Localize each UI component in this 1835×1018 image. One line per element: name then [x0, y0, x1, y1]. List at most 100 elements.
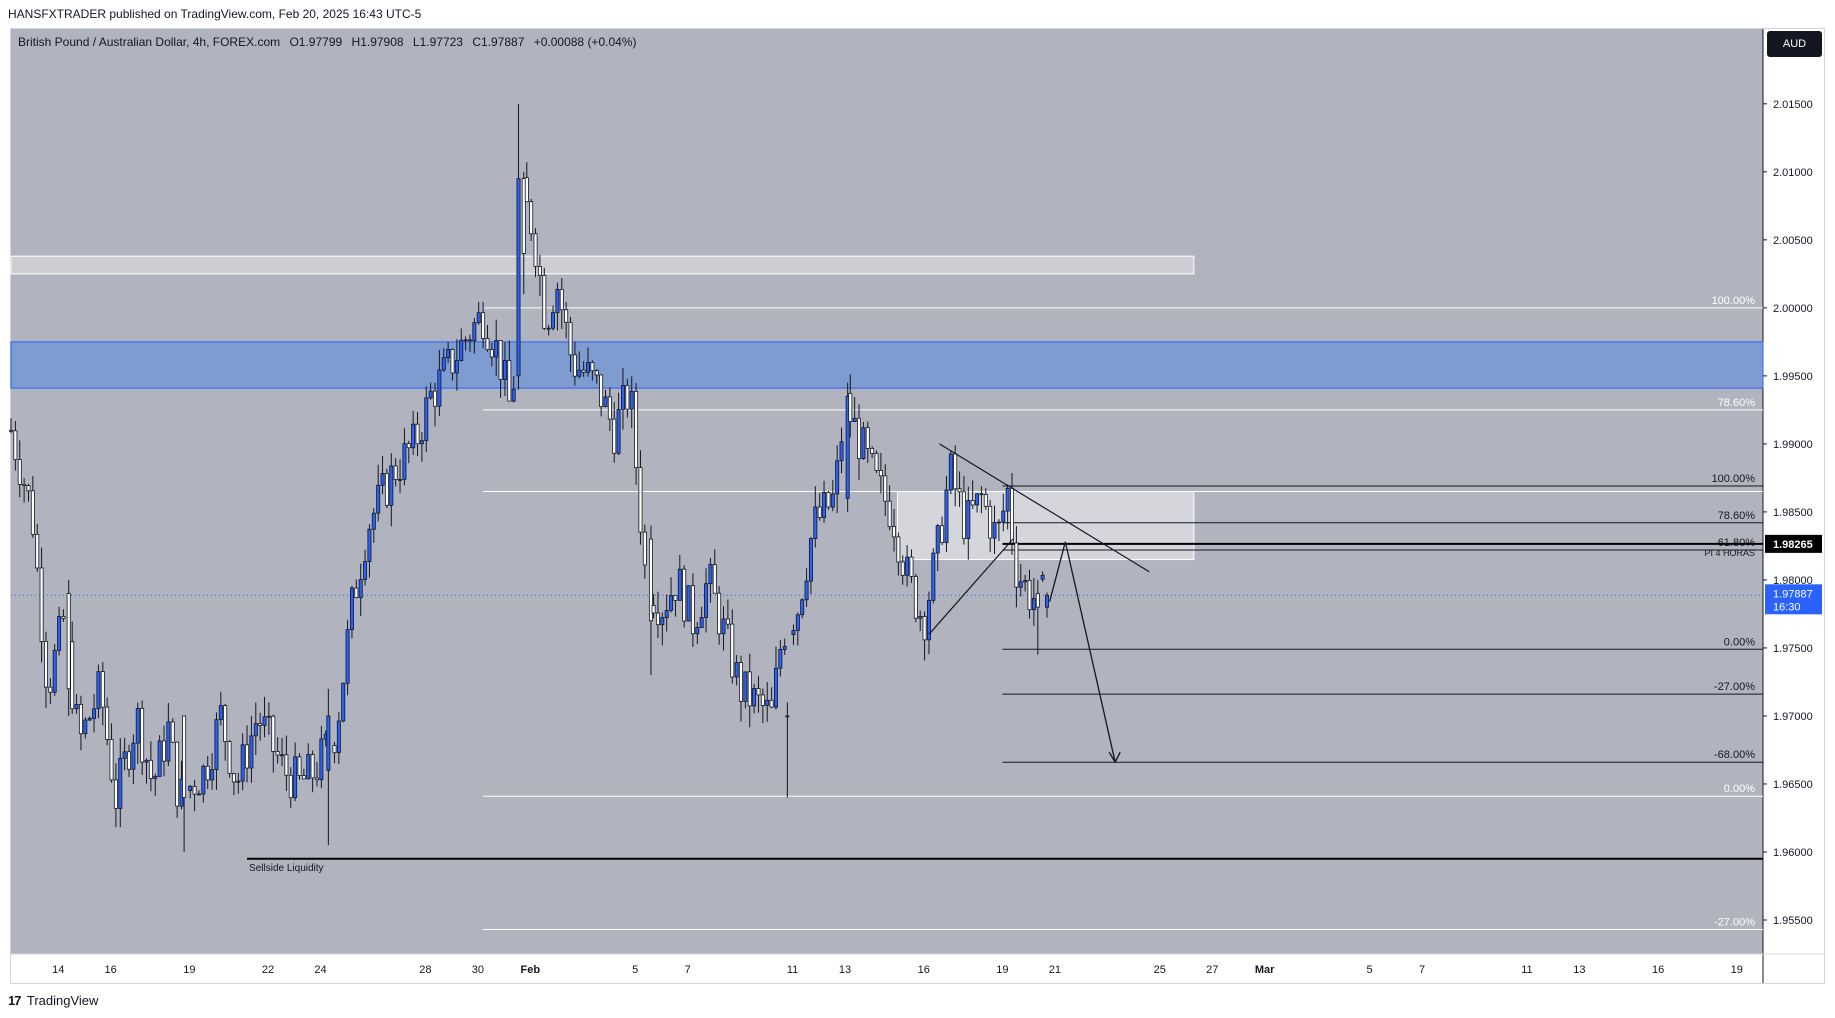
candle-body [118, 757, 123, 809]
candle-body [249, 735, 254, 769]
candle [459, 328, 464, 362]
candle [979, 486, 984, 514]
candle [109, 723, 114, 783]
fib-level-label: 0.00% [1724, 783, 1755, 795]
candle-body [9, 429, 13, 432]
candle-body [966, 500, 971, 540]
candle-body [210, 769, 215, 781]
candle-body [918, 616, 923, 619]
candle-body [572, 354, 577, 377]
candle [756, 676, 761, 713]
candle [1045, 592, 1049, 618]
candle [157, 735, 162, 777]
candle [384, 468, 389, 509]
candle-body [577, 369, 582, 377]
x-tick-label: 19 [183, 964, 195, 976]
candle [695, 622, 700, 645]
candle [271, 714, 276, 773]
x-tick-label: 19 [1731, 964, 1743, 976]
candle [721, 606, 726, 651]
candle [1005, 484, 1010, 530]
x-tick-label: 19 [996, 964, 1008, 976]
candle-body [494, 340, 499, 358]
candle [521, 171, 526, 295]
candle [900, 555, 905, 585]
candle-body [157, 740, 162, 777]
candle-body [870, 448, 875, 454]
candle-body [878, 470, 883, 477]
sellside-liquidity-label: Sellside Liquidity [249, 863, 324, 874]
candle [642, 524, 647, 579]
candle-body [354, 587, 359, 599]
candle-body [507, 360, 512, 402]
candle-body [363, 561, 368, 580]
candle-body [546, 327, 551, 330]
candle [450, 348, 455, 381]
triangle-lower-line [928, 538, 1014, 635]
candle [686, 585, 691, 622]
candle [857, 404, 861, 480]
candle [887, 485, 892, 531]
candle [966, 486, 971, 560]
candle-body [297, 756, 302, 776]
candle-body [690, 585, 695, 635]
candle [52, 644, 57, 696]
currency-button[interactable]: AUD [1767, 31, 1822, 57]
candle [166, 702, 171, 767]
candle-body [253, 723, 258, 737]
countdown-label-text: 16:30 [1773, 601, 1801, 613]
candle-body [686, 585, 691, 622]
x-tick-label: 5 [632, 964, 638, 976]
symbol-title: British Pound / Australian Dollar, 4h, F… [18, 35, 281, 49]
candle-body [848, 392, 853, 423]
candle-body [743, 671, 748, 702]
candle-body [468, 339, 472, 342]
candle [883, 464, 888, 516]
candle [35, 523, 40, 572]
candle-body [721, 618, 726, 635]
candle [245, 725, 250, 783]
x-tick-label: 21 [1049, 964, 1061, 976]
candle-body [734, 662, 739, 678]
candle-body [227, 741, 232, 774]
candle-body [712, 564, 717, 594]
candle-body [170, 721, 175, 743]
candle-body [384, 473, 389, 506]
candle-body [498, 340, 503, 380]
candle-body [673, 595, 678, 601]
y-tick-label: 1.99500 [1773, 371, 1813, 383]
candle-body [992, 521, 997, 539]
candle-body [669, 595, 674, 611]
candle-body [804, 580, 809, 601]
candle [988, 499, 993, 553]
chart-frame [10, 28, 1825, 984]
candle-body [398, 478, 403, 481]
candle-body [113, 779, 118, 809]
candle [214, 712, 219, 790]
candle [673, 595, 678, 617]
candle-body [616, 408, 621, 454]
candle [358, 563, 363, 617]
candle [57, 606, 62, 656]
candle-body [795, 614, 800, 631]
candle [315, 761, 319, 787]
candle [769, 687, 774, 709]
pi-level-label: PI 4 HORAS [1704, 548, 1755, 558]
candle [205, 755, 210, 789]
candle-body [782, 646, 787, 650]
candle [765, 682, 770, 722]
candle [472, 318, 477, 354]
candle-body [489, 349, 494, 358]
candle [363, 549, 368, 586]
candle-body [78, 704, 83, 735]
candle [533, 228, 538, 278]
candle-body [704, 583, 709, 618]
candle-body [756, 688, 761, 696]
candle [310, 750, 315, 793]
candle [424, 386, 429, 453]
candle [782, 638, 787, 655]
candle [66, 579, 71, 716]
candle [785, 702, 790, 798]
candle-body [603, 396, 608, 407]
